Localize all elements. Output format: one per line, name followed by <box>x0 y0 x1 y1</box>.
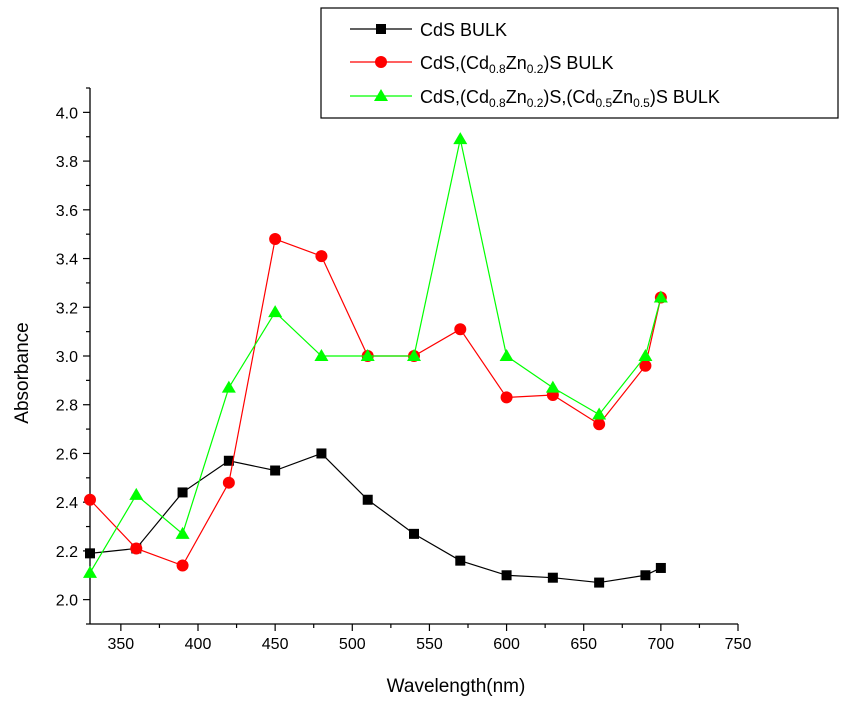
x-axis-title: Wavelength(nm) <box>387 676 526 697</box>
data-point <box>175 526 190 539</box>
y-tick-label: 2.2 <box>56 544 78 561</box>
series-2 <box>84 233 667 572</box>
legend-label: CdS,(Cd0.8Zn0.2)S,(Cd0.5Zn0.5)S BULK <box>420 87 720 110</box>
legend-label: CdS,(Cd0.8Zn0.2)S BULK <box>420 53 613 76</box>
legend-marker <box>376 24 386 34</box>
data-point <box>268 305 283 318</box>
data-point <box>638 349 653 361</box>
data-point <box>454 323 467 336</box>
data-point <box>83 565 97 578</box>
data-point <box>221 380 236 393</box>
x-tick-label: 600 <box>493 636 520 653</box>
y-tick-label: 2.6 <box>56 446 78 463</box>
data-point <box>270 465 281 476</box>
data-point <box>655 562 666 573</box>
legend: CdS BULK CdS,(Cd0.8Zn0.2)S BULK CdS,(Cd0.8… <box>320 7 839 119</box>
series-line <box>89 238 662 567</box>
data-point <box>594 577 605 588</box>
data-point <box>130 542 143 555</box>
legend-marker <box>375 56 387 68</box>
x-tick-label: 750 <box>725 636 752 653</box>
legend-item-1: CdS BULK <box>350 20 507 40</box>
x-tick-label: 500 <box>339 636 366 653</box>
y-tick-label: 3.8 <box>56 154 78 171</box>
data-point <box>640 570 651 581</box>
data-point <box>653 290 668 303</box>
data-point <box>499 349 514 361</box>
data-point <box>362 494 373 505</box>
data-point <box>177 487 188 498</box>
x-tick-label: 450 <box>262 636 289 653</box>
x-tick-label: 350 <box>108 636 135 653</box>
legend-box <box>320 7 839 119</box>
y-tick-label: 3.0 <box>56 349 78 366</box>
y-tick-label: 2.0 <box>56 593 78 610</box>
x-tick-label: 650 <box>570 636 597 653</box>
data-point <box>222 476 235 489</box>
data-point <box>593 418 606 431</box>
y-tick-label: 3.4 <box>56 252 78 269</box>
x-tick-label: 550 <box>416 636 443 653</box>
data-point <box>501 570 512 581</box>
data-point <box>547 572 558 583</box>
data-point <box>592 407 607 420</box>
data-point <box>176 559 189 572</box>
y-tick-label: 2.4 <box>56 495 78 512</box>
data-point <box>407 349 421 361</box>
data-point <box>639 359 652 372</box>
y-tick-label: 3.2 <box>56 300 78 317</box>
plot-area <box>83 132 668 588</box>
axes: 350 400 450 500 550 600 650 700 750 2.0 2.2 2.4 2.6 2… <box>56 87 752 653</box>
y-tick-label: 4.0 <box>56 105 78 122</box>
data-point <box>360 349 375 361</box>
data-point <box>453 132 468 145</box>
data-point <box>409 528 419 539</box>
data-point <box>315 250 328 263</box>
data-point <box>129 487 144 500</box>
data-point <box>316 448 327 459</box>
series-1 <box>85 448 666 588</box>
x-tick-label: 700 <box>648 636 675 653</box>
y-tick-label: 2.8 <box>56 398 78 415</box>
y-axis-title: Absorbance <box>12 322 33 423</box>
data-point <box>500 391 513 404</box>
legend-item-3: CdS,(Cd0.8Zn0.2)S,(Cd0.5Zn0.5)S BULK <box>350 87 720 110</box>
data-point <box>84 493 96 506</box>
data-point <box>85 548 95 559</box>
series-3 <box>83 132 668 578</box>
y-tick-label: 3.6 <box>56 203 78 220</box>
data-point <box>314 349 329 361</box>
data-point <box>455 555 466 566</box>
legend-item-2: CdS,(Cd0.8Zn0.2)S BULK <box>350 53 613 76</box>
legend-label: CdS BULK <box>420 20 507 40</box>
series-line <box>89 139 662 574</box>
data-point <box>223 455 234 466</box>
legend-marker <box>374 89 388 101</box>
x-tick-label: 400 <box>185 636 212 653</box>
data-point <box>269 233 282 246</box>
data-point <box>545 380 560 393</box>
series-line <box>89 452 662 584</box>
